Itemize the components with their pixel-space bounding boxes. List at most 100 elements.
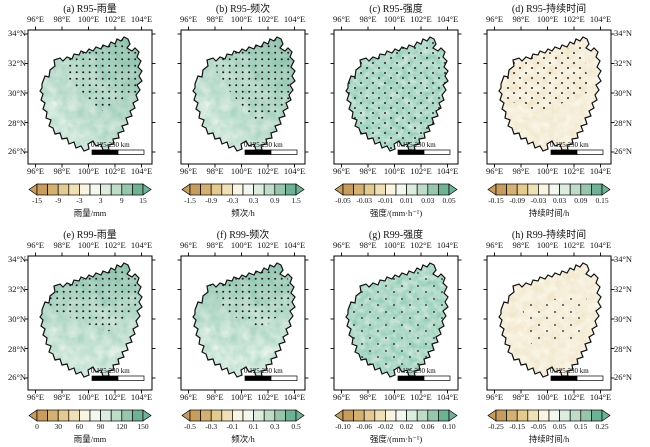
lon-tick-label: 102°E [410, 392, 432, 402]
colorbar-arrow-left [181, 183, 191, 196]
lon-axis-bottom: 96°E 98°E 100°E 102°E 104°E [27, 392, 153, 404]
colorbar-segment [569, 409, 582, 422]
lon-axis-top: 96°E 98°E 100°E 102°E 104°E [26, 14, 152, 26]
lat-tick-label: 32°N [7, 58, 26, 68]
colorbar [28, 183, 152, 196]
colorbar-arrow-right [448, 409, 458, 422]
colorbar-arrow-right [295, 183, 305, 196]
lat-tick-label: 32°N [7, 284, 26, 294]
lon-tick-label: 104°E [589, 14, 612, 24]
colorbar-tick-label: -3 [76, 196, 83, 205]
lon-tick-label: 96°E [26, 14, 45, 24]
panel-title: (c) R95-强度 [369, 4, 423, 15]
colorbar-tick-label: 0.3 [248, 196, 259, 205]
map-canvas: 0 125 250 km [177, 252, 309, 394]
lon-tick-label: 104°E [130, 392, 153, 402]
lat-axis-right: 34°N 32°N 30°N 28°N 26°N [614, 254, 641, 390]
scale-bar-label: 0 125 250 km [244, 367, 283, 375]
colorbar-arrow-right [601, 409, 611, 422]
colorbar-segment [342, 409, 354, 422]
colorbar-arrow-left [334, 183, 344, 196]
colorbar-tick-label: 120 [116, 422, 128, 431]
scale-bar [397, 375, 451, 381]
panel-title: (b) R95-频次 [215, 4, 271, 15]
lat-axis-left: 34°N 32°N 30°N 28°N 26°N [0, 28, 26, 164]
lon-tick-label: 100°E [230, 14, 253, 24]
lon-tick-label: 96°E [332, 392, 351, 402]
colorbar-segment [189, 409, 201, 422]
lon-axis-bottom: 96°E 98°E 100°E 102°E 104°E [486, 166, 611, 178]
map-panel: (h) R99-持续时间 96°E 98°E 100°E 102°E 104°E… [483, 226, 632, 447]
lon-tick-label: 98°E [53, 166, 71, 176]
axis-ticks [177, 252, 309, 394]
lon-axis-top: 96°E 98°E 100°E 102°E 104°E [179, 240, 305, 252]
colorbar-segment [121, 183, 133, 196]
colorbar-segment [68, 409, 80, 422]
colorbar-segment [569, 183, 582, 196]
scale-bar-label: 0 125 250 km [550, 141, 589, 149]
scale-bar-label: 0 125 250 km [244, 141, 283, 149]
colorbar-segment [438, 409, 450, 422]
panel-title: (d) R95-持续时间 [511, 4, 587, 15]
colorbar-tick-label: -0.3 [205, 422, 218, 431]
lon-tick-label: 96°E [179, 240, 198, 250]
colorbar-segment [232, 409, 244, 422]
colorbar-segment [516, 409, 529, 422]
lon-tick-label: 104°E [436, 14, 459, 24]
lon-tick-label: 98°E [206, 14, 224, 24]
panel-title: (f) R99-频次 [216, 230, 270, 241]
lon-axis-top: 96°E 98°E 100°E 102°E 104°E [486, 240, 611, 252]
colorbar-segment [427, 409, 439, 422]
colorbar-segment [110, 183, 123, 196]
lon-tick-label: 102°E [410, 240, 432, 250]
colorbar-segment [395, 409, 407, 422]
lon-tick-label: 102°E [104, 166, 126, 176]
map-panel: (e) R99-雨量 96°E 98°E 100°E 102°E 104°E 3… [8, 226, 156, 447]
colorbar-segment [591, 409, 603, 422]
lon-axis-top: 96°E 98°E 100°E 102°E 104°E [333, 14, 459, 26]
axis-ticks [177, 26, 309, 168]
colorbar-tick-label: -0.03 [356, 196, 372, 205]
lat-tick-label: 26°N [614, 372, 633, 382]
colorbar-label: 强度/(mm·h⁻¹) [369, 434, 423, 444]
lon-tick-label: 100°E [383, 166, 406, 176]
lat-tick-label: 26°N [7, 146, 26, 156]
lon-axis-top: 96°E 98°E 100°E 102°E 104°E [333, 240, 458, 252]
colorbar-tick-label: -0.02 [377, 422, 394, 431]
colorbar-segment [79, 409, 91, 422]
map-panel: (c) R95-强度 96°E 98°E 100°E 102°E 104°E 3… [330, 0, 462, 221]
colorbar-ticks: -15 -9 -3 3 9 15 [28, 196, 152, 206]
colorbar-segment [68, 183, 80, 196]
lon-axis-top: 96°E 98°E 100°E 102°E 104°E [486, 14, 612, 26]
scale-bar [550, 375, 604, 381]
colorbar-ticks: -0.25 -0.15 -0.05 0.05 0.15 0.25 [487, 422, 611, 432]
axis-ticks [24, 26, 156, 168]
colorbar-segment [47, 409, 59, 422]
colorbar-tick-label: 0.02 [400, 422, 414, 431]
colorbar-arrow-right [142, 183, 152, 196]
colorbar-segment [516, 183, 529, 196]
colorbar-tick-label: -0.15 [509, 422, 525, 431]
colorbar-segment [274, 183, 286, 196]
colorbar-tick-label: -0.1 [226, 422, 239, 431]
colorbar-tick-label: 0.10 [442, 422, 456, 431]
colorbar-tick-label: 30 [54, 422, 62, 431]
colorbar-tick-label: -0.25 [488, 422, 504, 431]
colorbar-tick-label: -0.06 [356, 422, 372, 431]
colorbar-arrow-left [487, 183, 497, 196]
lat-tick-label: 30°N [614, 88, 633, 98]
colorbar-segment [363, 183, 376, 196]
lon-tick-label: 104°E [283, 14, 306, 24]
colorbar-segment [416, 409, 429, 422]
lon-axis-bottom: 96°E 98°E 100°E 102°E 104°E [486, 392, 611, 404]
colorbar-arrow-left [181, 409, 191, 422]
lon-tick-label: 102°E [104, 14, 126, 24]
colorbar-tick-label: 0.15 [595, 196, 609, 205]
colorbar-tick-label: -0.9 [205, 196, 218, 205]
colorbar-label: 持续时间/h [528, 434, 570, 444]
colorbar-ticks: 0 30 60 90 120 150 [28, 422, 152, 432]
colorbar-arrow-right [295, 409, 305, 422]
lat-axis-left: 34°N 32°N 30°N 28°N 26°N [0, 254, 26, 390]
colorbar-segment [242, 183, 254, 196]
colorbar-tick-label: 0.25 [595, 422, 609, 431]
